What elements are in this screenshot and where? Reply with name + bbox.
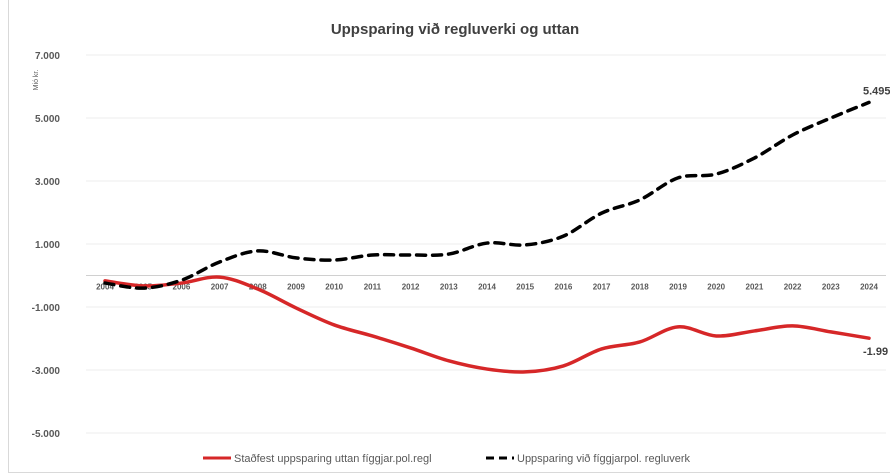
y-tick-label: 1.000 (35, 240, 60, 251)
x-tick-label: 2008 (249, 283, 267, 292)
chart-title: Uppsparing við regluverki og uttan (331, 21, 579, 38)
y-tick-label: 5.000 (35, 114, 60, 125)
x-tick-label: 2013 (440, 283, 458, 292)
x-tick-label: 2014 (478, 283, 496, 292)
x-tick-label: 2019 (669, 283, 687, 292)
y-tick-label: -5.000 (32, 429, 61, 440)
y-tick-label: -1.000 (32, 303, 61, 314)
x-tick-label: 2015 (516, 283, 534, 292)
x-tick-label: 2024 (860, 283, 878, 292)
y-tick-label: 7.000 (35, 51, 60, 62)
x-tick-label: 2021 (746, 283, 764, 292)
x-tick-label: 2006 (173, 283, 191, 292)
x-tick-label: 2007 (211, 283, 229, 292)
legend-label: Staðfest uppsparing uttan fíggjar.pol.re… (234, 453, 432, 465)
x-tick-label: 2022 (784, 283, 802, 292)
end-data-label: -1.99 (863, 346, 888, 358)
x-tick-label: 2010 (325, 283, 343, 292)
x-tick-label: 2017 (593, 283, 611, 292)
x-tick-label: 2012 (402, 283, 420, 292)
x-tick-label: 2009 (287, 283, 305, 292)
x-tick-label: 2018 (631, 283, 649, 292)
x-tick-label: 2004 (96, 283, 114, 292)
end-data-label: 5.495 (863, 85, 890, 97)
x-tick-label: 2016 (555, 283, 573, 292)
y-tick-label: -3.000 (32, 366, 61, 377)
y-axis-label: Mió kr. (33, 70, 40, 91)
x-tick-label: 2011 (364, 283, 382, 292)
legend-label: Uppsparing við fíggjarpol. regluverk (517, 453, 691, 465)
x-tick-label: 2020 (707, 283, 725, 292)
x-tick-label: 2023 (822, 283, 840, 292)
series-line-regluverk (103, 100, 871, 290)
chart-frame (8, 0, 890, 473)
y-tick-label: 3.000 (35, 177, 60, 188)
